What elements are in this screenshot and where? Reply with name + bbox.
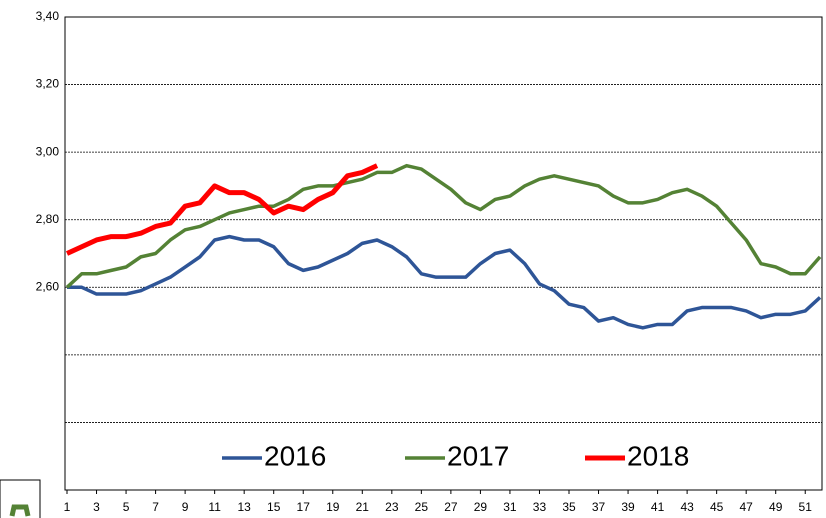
x-tick-label: 7 (152, 500, 159, 514)
x-tick-label: 11 (208, 500, 221, 514)
x-tick-label: 43 (680, 500, 694, 514)
x-tick-label: 49 (769, 500, 783, 514)
y-tick-label: 3,00 (36, 144, 60, 158)
legend-label: 2018 (627, 440, 689, 471)
plot-frame (64, 16, 823, 491)
x-tick-label: 17 (297, 500, 311, 514)
x-tick-label: 15 (267, 500, 281, 514)
x-tick-label: 39 (621, 500, 635, 514)
y-tick-label: 2,80 (36, 212, 60, 226)
x-tick-label: 3 (93, 500, 100, 514)
x-tick-label: 21 (356, 500, 370, 514)
legend-label: 2016 (264, 440, 326, 471)
x-tick-label: 1 (64, 500, 71, 514)
x-tick-label: 23 (385, 500, 399, 514)
x-tick-label: 31 (503, 500, 517, 514)
x-tick-label: 47 (739, 500, 753, 514)
y-tick-label: 2,60 (36, 279, 60, 293)
x-tick-label: 35 (562, 500, 576, 514)
x-tick-label: 25 (415, 500, 429, 514)
series-line (65, 163, 822, 289)
x-tick-label: 27 (444, 500, 458, 514)
x-tick-label: 37 (592, 500, 606, 514)
frame-fragment (0, 479, 41, 518)
series-line (67, 234, 822, 330)
y-tick-label: 3,40 (36, 9, 60, 23)
x-tick-label: 51 (799, 500, 813, 514)
x-tick-label: 29 (474, 500, 488, 514)
x-tick-label: 33 (533, 500, 547, 514)
legend-label: 2017 (447, 440, 509, 471)
x-tick-label: 5 (123, 500, 130, 514)
x-tick-label: 9 (182, 500, 189, 514)
x-tick-label: 45 (710, 500, 724, 514)
y-tick-label: 3,20 (36, 77, 60, 91)
x-tick-label: 41 (651, 500, 665, 514)
icon-fragment (9, 504, 31, 517)
x-tick-label: 13 (237, 500, 251, 514)
series-line (65, 163, 379, 256)
x-tick-label: 19 (326, 500, 340, 514)
